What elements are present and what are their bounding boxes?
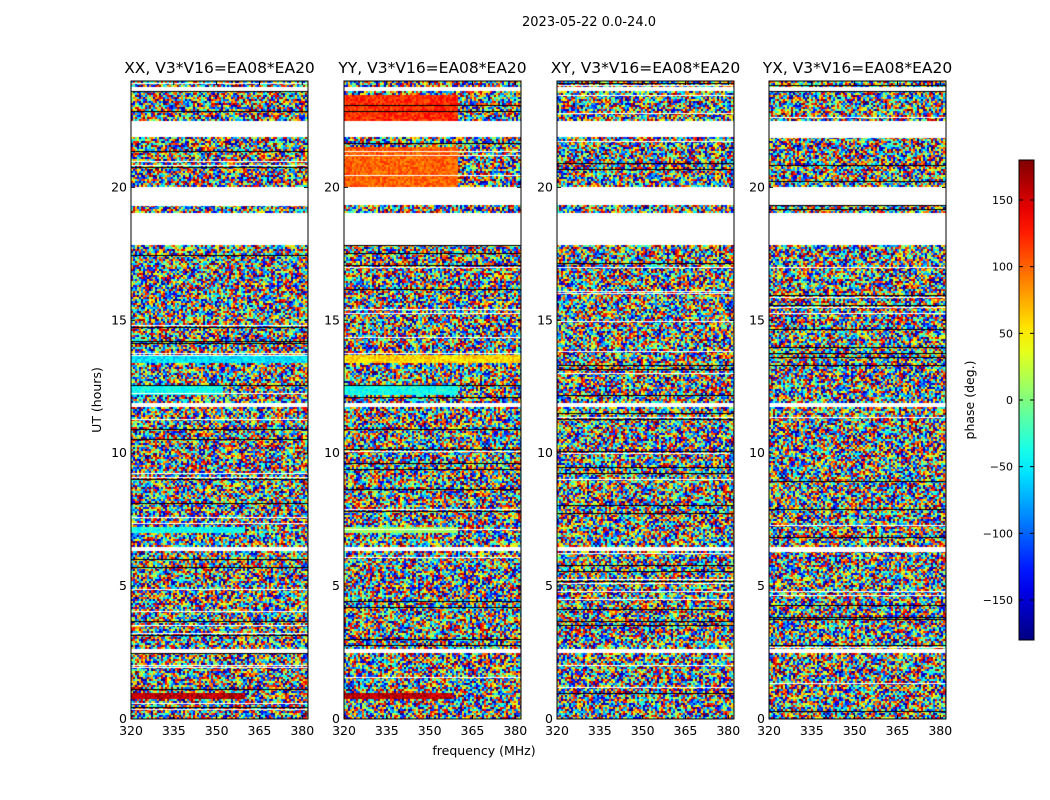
x-tick-label: 380 [503, 723, 527, 738]
colorbar-tick-label: 50 [999, 327, 1013, 340]
x-tick-label: 350 [418, 723, 442, 738]
colorbar-label: phase (deg.) [962, 361, 977, 440]
y-tick-label: 5 [332, 578, 340, 593]
x-tick-label: 365 [248, 723, 272, 738]
y-tick-label: 0 [545, 711, 553, 726]
y-tick-label: 5 [119, 578, 127, 593]
heatmap-panel-4: YX, V3*V16=EA08*EA20 320 335 350 365 380 0 5 10 1… [749, 59, 952, 738]
x-tick-label: 320 [332, 723, 356, 738]
y-tick-label: 15 [749, 312, 765, 327]
x-tick-label: 320 [119, 723, 143, 738]
heatmap-panels: XX, V3*V16=EA08*EA20 320 335 350 365 380 0 5 10 1… [111, 59, 952, 738]
colorbar-tick-label: −150 [983, 594, 1013, 607]
y-tick-label: 15 [324, 312, 340, 327]
panel-title: XY, V3*V16=EA08*EA20 [551, 59, 740, 77]
y-tick-label: 20 [324, 179, 340, 194]
phase-raster [344, 81, 521, 719]
colorbar-tick-label: 150 [992, 194, 1013, 207]
x-tick-label: 380 [716, 723, 740, 738]
y-tick-label: 10 [537, 445, 553, 460]
phase-raster [557, 81, 734, 719]
x-tick-label: 365 [886, 723, 910, 738]
colorbar-tick-label: −50 [990, 461, 1013, 474]
y-tick-label: 20 [111, 179, 127, 194]
panel-title: XX, V3*V16=EA08*EA20 [124, 59, 315, 77]
x-tick-label: 335 [800, 723, 824, 738]
x-axis-label: frequency (MHz) [432, 743, 535, 758]
x-tick-label: 365 [674, 723, 698, 738]
y-tick-label: 0 [119, 711, 127, 726]
plot-frame [768, 80, 947, 720]
y-tick-label: 10 [111, 445, 127, 460]
figure-title: 2023-05-22 0.0-24.0 [522, 15, 656, 30]
y-tick-label: 15 [111, 312, 127, 327]
plot-frame [130, 80, 309, 720]
y-tick-label: 5 [545, 578, 553, 593]
x-tick-label: 380 [290, 723, 314, 738]
y-tick-label: 20 [537, 179, 553, 194]
x-tick-label: 335 [162, 723, 186, 738]
x-tick-label: 320 [545, 723, 569, 738]
plot-frame [343, 80, 522, 720]
phase-raster [131, 81, 308, 719]
x-tick-label: 350 [843, 723, 867, 738]
y-tick-label: 20 [749, 179, 765, 194]
x-tick-label: 350 [205, 723, 229, 738]
x-tick-label: 335 [588, 723, 612, 738]
x-tick-label: 350 [631, 723, 655, 738]
panel-title: YY, V3*V16=EA08*EA20 [337, 59, 526, 77]
panel-title: YX, V3*V16=EA08*EA20 [762, 59, 952, 77]
y-tick-label: 0 [757, 711, 765, 726]
y-tick-label: 15 [537, 312, 553, 327]
x-tick-label: 365 [461, 723, 485, 738]
colorbar-tick-label: 100 [992, 261, 1013, 274]
y-tick-label: 5 [757, 578, 765, 593]
y-tick-label: 10 [749, 445, 765, 460]
colorbar-tick-label: 0 [1006, 394, 1013, 407]
x-tick-label: 380 [928, 723, 952, 738]
colorbar-tick-label: −100 [983, 527, 1013, 540]
x-tick-label: 320 [757, 723, 781, 738]
heatmap-panel-2: YY, V3*V16=EA08*EA20 320 335 350 365 380 0 5 10 1… [324, 59, 527, 738]
phase-raster [769, 81, 946, 719]
heatmap-panel-1: XX, V3*V16=EA08*EA20 320 335 350 365 380 0 5 10 1… [111, 59, 315, 738]
y-tick-label: 10 [324, 445, 340, 460]
colorbar: 150 100 50 0 −50 −100 −150 [983, 159, 1035, 641]
heatmap-panel-3: XY, V3*V16=EA08*EA20 320 335 350 365 380 0 5 10 1… [537, 59, 740, 738]
plot-frame [556, 80, 735, 720]
x-tick-label: 335 [375, 723, 399, 738]
y-axis-label: UT (hours) [89, 367, 104, 433]
y-tick-label: 0 [332, 711, 340, 726]
